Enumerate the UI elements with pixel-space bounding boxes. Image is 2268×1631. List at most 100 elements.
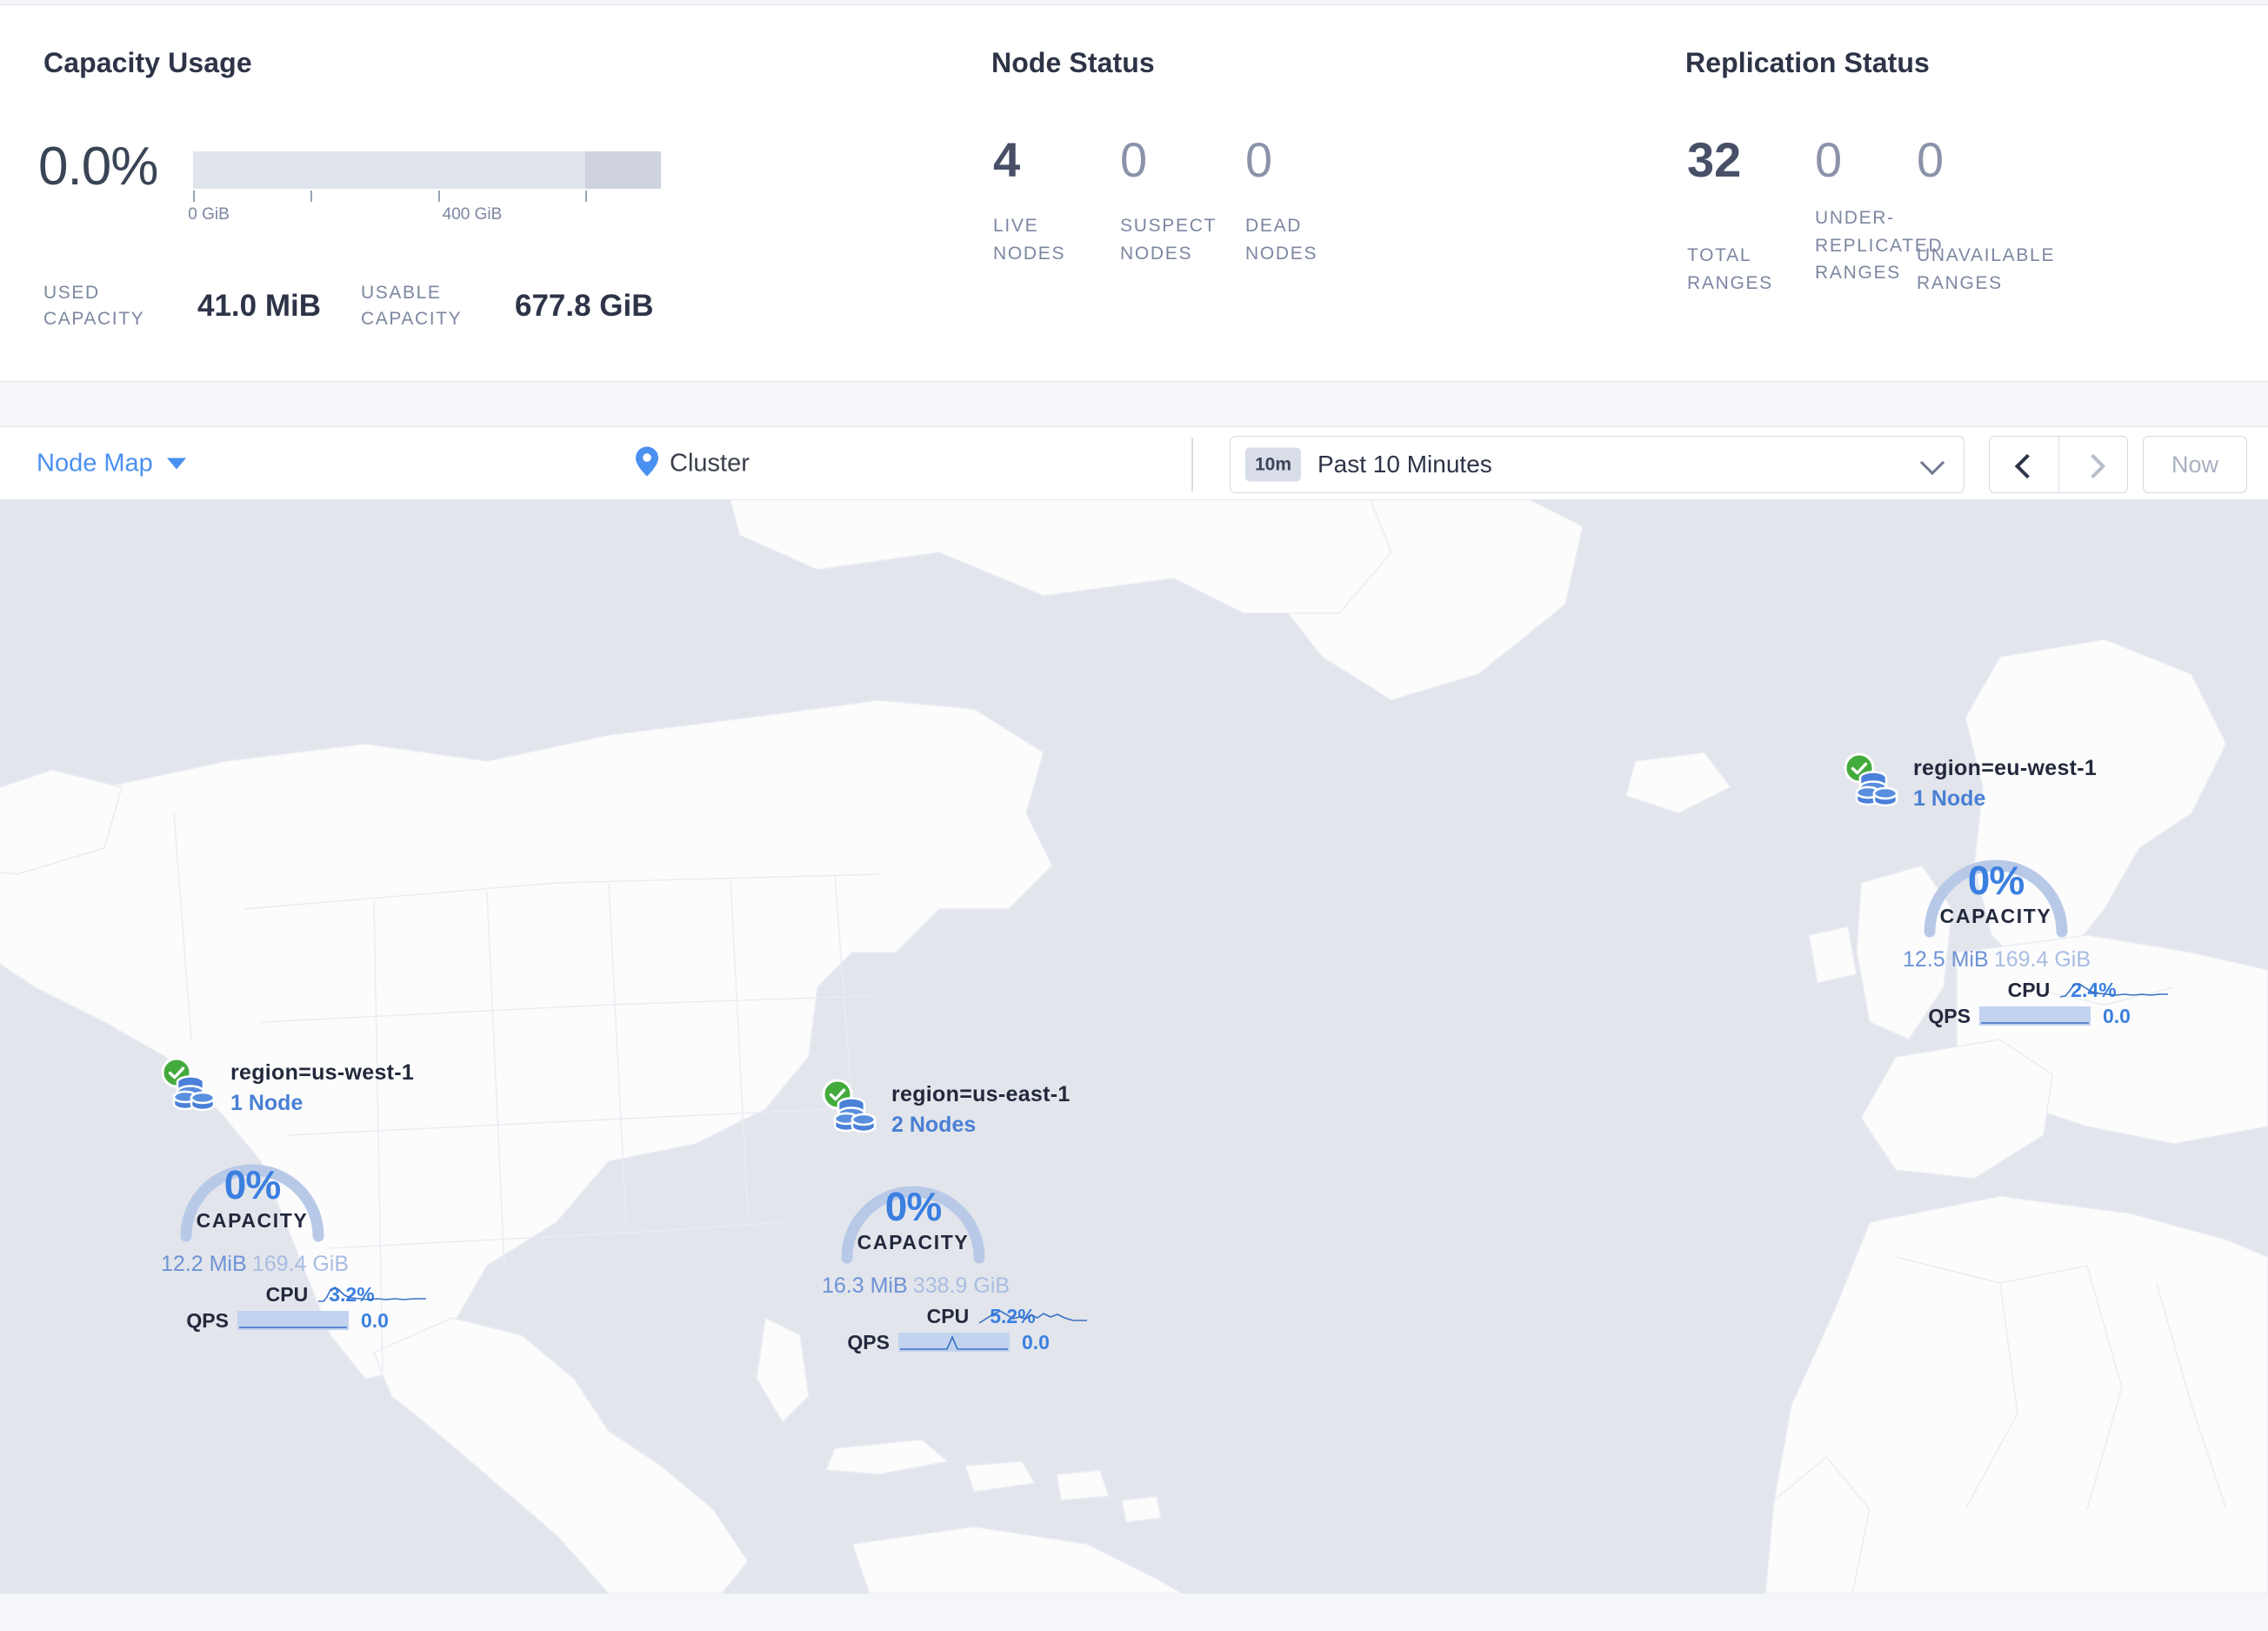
- chevron-right-icon: [2080, 453, 2105, 479]
- capacity-gauge-percent: 0%: [1967, 858, 2025, 903]
- node-marker-text: region=eu-west-1 1 Node: [1913, 756, 2097, 812]
- node-status-title: Node Status: [991, 47, 1155, 78]
- time-prev-button[interactable]: [1990, 437, 2058, 492]
- replication-status-title: Replication Status: [1685, 47, 1930, 78]
- node-total-capacity: 338.9 GiB: [912, 1273, 1010, 1298]
- qps-sparkline-row: QPS 0.0: [1922, 1003, 2183, 1029]
- cpu-label: CPU: [2007, 978, 2051, 1001]
- time-next-button[interactable]: [2058, 437, 2128, 492]
- time-range-select[interactable]: 10m Past 10 Minutes: [1230, 436, 1964, 493]
- map-toolbar: Node Map Cluster 10m Past 10 Minutes: [0, 426, 2268, 500]
- time-range-badge: 10m: [1245, 447, 1302, 482]
- page-bottom-strip: [0, 1594, 2268, 1631]
- total-ranges-label: TOTAL RANGES: [1687, 245, 1773, 293]
- summary-card: Capacity Usage 0.0% 0 GiB 400 GiB: [0, 4, 2268, 382]
- live-nodes-label: LIVE NODES: [993, 216, 1066, 264]
- capacity-bar: [193, 151, 661, 189]
- chevron-down-icon: [166, 458, 186, 469]
- qps-sparkline-row: QPS 0.0: [180, 1307, 441, 1334]
- node-used-capacity: 16.3 MiB: [822, 1273, 908, 1298]
- live-nodes-metric: 4 LIVE NODES: [993, 132, 1064, 264]
- used-capacity-label: USED CAPACITY: [43, 283, 145, 330]
- node-region-label: region=eu-west-1: [1913, 756, 2098, 780]
- qps-label: QPS: [847, 1330, 890, 1354]
- qps-label: QPS: [186, 1308, 229, 1332]
- cpu-label: CPU: [265, 1282, 309, 1306]
- time-range-value: Past 10 Minutes: [1317, 451, 1492, 478]
- scope-breadcrumb[interactable]: Cluster: [635, 446, 750, 480]
- capacity-gauge-label: CAPACITY: [1939, 905, 2052, 927]
- node-total-capacity: 169.4 GiB: [251, 1252, 349, 1276]
- qps-value: 0.0: [1022, 1330, 1050, 1354]
- axis-tick: [438, 191, 440, 202]
- node-marker-us-west-1[interactable]: region=us-west-1 1 Node 0% CAPACITY 12.2…: [161, 1057, 427, 1332]
- node-region-label: region=us-east-1: [891, 1082, 1071, 1106]
- node-marker-eu-west-1[interactable]: region=eu-west-1 1 Node 0% CAPACITY 12.5…: [1844, 752, 2169, 1027]
- time-now-button[interactable]: Now: [2143, 436, 2247, 493]
- cpu-value: 3.2%: [329, 1282, 375, 1306]
- axis-tick: [193, 191, 195, 202]
- node-region-label: region=us-west-1: [230, 1060, 415, 1085]
- suspect-nodes-metric: 0 SUSPECT NODES: [1120, 136, 1215, 264]
- cpu-label: CPU: [926, 1304, 970, 1327]
- capacity-gauge-label: CAPACITY: [196, 1209, 309, 1232]
- node-status-panel: Node Status 4 LIVE NODES 0 SUSPECT NODES…: [957, 5, 1652, 381]
- node-count-label: 2 Nodes: [891, 1113, 977, 1137]
- used-capacity-value: 41.0 MiB: [197, 289, 321, 324]
- qps-value: 0.0: [2103, 1004, 2131, 1027]
- capacity-bar-beyond-usable: [584, 151, 661, 189]
- node-map[interactable]: region=us-west-1 1 Node 0% CAPACITY 12.2…: [0, 500, 2268, 1594]
- node-marker-us-east-1[interactable]: region=us-east-1 2 Nodes 0% CAPACITY 16.…: [822, 1079, 1088, 1354]
- cpu-sparkline-row: CPU 2.4%: [2008, 977, 2169, 1003]
- node-used-capacity: 12.5 MiB: [1903, 947, 1989, 972]
- chevron-left-icon: [2015, 453, 2040, 479]
- cpu-sparkline-row: CPU 3.2%: [266, 1281, 427, 1307]
- cpu-value: 2.4%: [2071, 978, 2117, 1001]
- map-pin-icon: [635, 446, 659, 480]
- total-ranges-value: 32: [1687, 132, 1742, 187]
- node-total-capacity: 169.4 GiB: [1993, 947, 2091, 972]
- capacity-percent-value: 0.0%: [38, 137, 158, 197]
- unavailable-ranges-label: UNAVAILABLE RANGES: [1917, 245, 2056, 293]
- view-selector[interactable]: Node Map: [37, 449, 186, 478]
- capacity-gauge: 0% CAPACITY: [165, 1126, 339, 1248]
- scope-label: Cluster: [670, 449, 750, 477]
- node-sparklines: CPU 2.4% QPS 0.0: [1922, 977, 2183, 1029]
- node-count-label: 1 Node: [1913, 786, 1986, 811]
- unavailable-ranges-value: 0: [1917, 132, 1944, 187]
- usable-capacity-label: USABLE CAPACITY: [361, 283, 463, 330]
- cpu-value: 5.2%: [990, 1304, 1036, 1327]
- dead-nodes-value: 0: [1245, 132, 1273, 187]
- axis-tick-label: 400 GiB: [442, 205, 503, 224]
- live-nodes-value: 4: [993, 132, 1021, 187]
- axis-tick-label: 0 GiB: [188, 205, 230, 224]
- qps-label: QPS: [1928, 1004, 1971, 1027]
- dead-nodes-label: DEAD NODES: [1245, 216, 1318, 264]
- used-capacity-stat: USED CAPACITY 41.0 MiB: [43, 280, 321, 333]
- capacity-gauge-percent: 0%: [884, 1184, 942, 1229]
- under-replicated-ranges-value: 0: [1815, 132, 1843, 187]
- cpu-sparkline-row: CPU 5.2%: [927, 1303, 1088, 1329]
- toolbar-divider: [1191, 438, 1193, 491]
- qps-value: 0.0: [361, 1308, 389, 1332]
- under-replicated-ranges-label: UNDER-REPLICATED RANGES: [1815, 208, 1944, 283]
- suspect-nodes-label: SUSPECT NODES: [1120, 216, 1217, 264]
- capacity-bar-wrap: 0 GiB 400 GiB: [188, 151, 661, 231]
- view-selector-label: Node Map: [37, 449, 153, 477]
- capacity-gauge: 0% CAPACITY: [826, 1148, 1000, 1270]
- unavailable-ranges-metric: 0 UNAVAILABLE RANGES: [1917, 132, 2053, 293]
- total-ranges-metric: 32 TOTAL RANGES: [1687, 132, 1771, 293]
- node-used-capacity: 12.2 MiB: [161, 1252, 247, 1276]
- axis-tick: [585, 191, 587, 202]
- replication-status-panel: Replication Status 32 TOTAL RANGES 0 UND…: [1652, 5, 2268, 381]
- capacity-gauge-percent: 0%: [223, 1162, 281, 1207]
- capacity-gauge-label: CAPACITY: [857, 1231, 970, 1253]
- node-marker-header: region=us-east-1 2 Nodes: [822, 1079, 1083, 1148]
- qps-sparkline: [237, 1311, 349, 1330]
- usable-capacity-value: 677.8 GiB: [515, 289, 654, 324]
- under-replicated-ranges-metric: 0 UNDER-REPLICATED RANGES: [1815, 132, 1942, 284]
- time-nav-group: [1989, 436, 2128, 493]
- node-marker-header: region=eu-west-1 1 Node: [1844, 752, 2105, 822]
- node-sparklines: CPU 3.2% QPS 0.0: [180, 1281, 441, 1334]
